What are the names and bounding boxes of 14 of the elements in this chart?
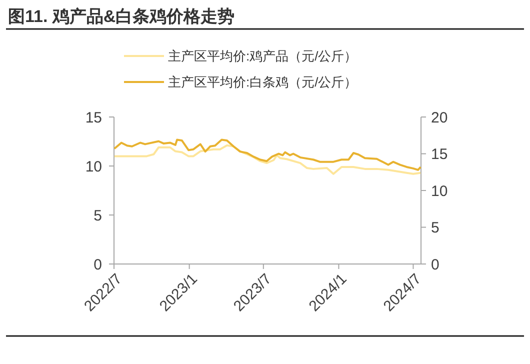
y2-tick-label: 10 [431, 182, 448, 200]
y-tick-label: 5 [94, 207, 102, 224]
y-tick-label: 0 [94, 256, 102, 274]
y2-tick-label: 0 [431, 256, 440, 274]
y2-tick-label: 20 [431, 109, 448, 126]
line-series [113, 138, 422, 171]
chart-title: 图11. 鸡产品&白条鸡价格走势 [8, 7, 235, 26]
legend-label: 主产区平均价:白条鸡（元/公斤） [168, 74, 358, 90]
y-tick-label: 15 [85, 109, 102, 126]
y2-tick-label: 5 [431, 220, 440, 236]
legend-label: 主产区平均价:鸡产品（元/公斤） [168, 48, 358, 64]
y2-tick-label: 15 [431, 146, 448, 163]
line-series [113, 144, 422, 175]
y-tick-label: 10 [85, 158, 102, 176]
